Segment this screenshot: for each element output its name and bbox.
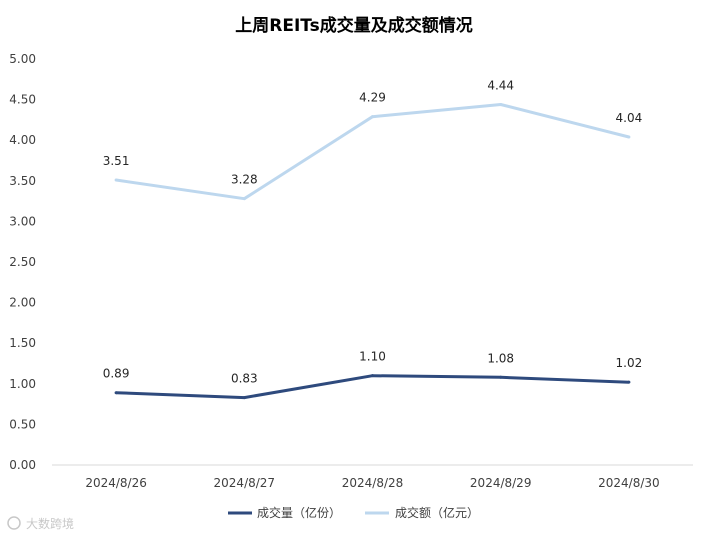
data-label: 0.83 — [231, 372, 258, 386]
y-tick-label: 2.50 — [9, 255, 36, 269]
data-point — [114, 391, 118, 395]
legend: 成交量（亿份） 成交额（亿元） — [228, 505, 479, 520]
series-line-1 — [115, 103, 630, 201]
data-label: 3.28 — [231, 173, 258, 187]
y-axis-ticks: 0.00 0.50 1.00 1.50 2.00 2.50 3.00 3.50 4.00 4.50… — [9, 52, 36, 472]
x-tick-label: 2024/8/28 — [342, 476, 404, 490]
x-tick-label: 2024/8/27 — [214, 476, 276, 490]
data-label: 3.51 — [103, 154, 130, 168]
y-tick-label: 0.50 — [9, 417, 36, 431]
watermark-text: 大数跨境 — [26, 516, 74, 531]
watermark: 大数跨境 — [7, 516, 74, 531]
data-label: 4.44 — [487, 78, 514, 92]
data-point — [371, 115, 374, 119]
y-tick-label: 4.00 — [9, 133, 36, 147]
y-tick-label: 1.00 — [9, 377, 36, 391]
data-label: 1.08 — [487, 351, 514, 365]
data-label: 4.04 — [616, 111, 643, 125]
chart-title: 上周REITs成交量及成交额情况 — [235, 15, 473, 36]
series-lines — [114, 102, 631, 400]
legend-label-volume: 成交量（亿份） — [257, 505, 341, 520]
x-tick-label: 2024/8/26 — [85, 476, 147, 490]
data-point — [499, 375, 503, 379]
data-point — [371, 374, 374, 378]
y-tick-label: 3.50 — [9, 174, 36, 188]
watermark-logo-icon — [7, 516, 21, 530]
x-tick-label: 2024/8/29 — [470, 476, 532, 490]
data-label: 1.02 — [616, 356, 643, 370]
data-label: 4.29 — [359, 91, 386, 105]
data-label: 1.10 — [359, 350, 386, 364]
y-tick-label: 4.50 — [9, 93, 36, 107]
series-line-0 — [116, 374, 629, 400]
data-point — [242, 396, 246, 400]
data-label: 0.89 — [103, 367, 130, 381]
data-point — [627, 380, 631, 384]
y-tick-label: 5.00 — [9, 52, 36, 66]
data-labels: 0.89 0.83 1.10 1.08 1.02 3.51 3.28 4.29 4.44 4.04 — [103, 78, 643, 385]
data-point — [242, 197, 246, 201]
data-point — [114, 178, 118, 182]
x-axis-ticks: 2024/8/26 2024/8/27 2024/8/28 2024/8/29 2024… — [85, 476, 659, 490]
legend-label-amount: 成交额（亿元） — [395, 505, 479, 520]
y-tick-label: 2.00 — [9, 296, 36, 310]
y-tick-label: 1.50 — [9, 336, 36, 350]
y-tick-label: 0.00 — [9, 458, 36, 472]
data-point — [627, 135, 631, 139]
data-point — [499, 102, 503, 106]
x-tick-label: 2024/8/30 — [598, 476, 660, 490]
y-tick-label: 3.00 — [9, 214, 36, 228]
